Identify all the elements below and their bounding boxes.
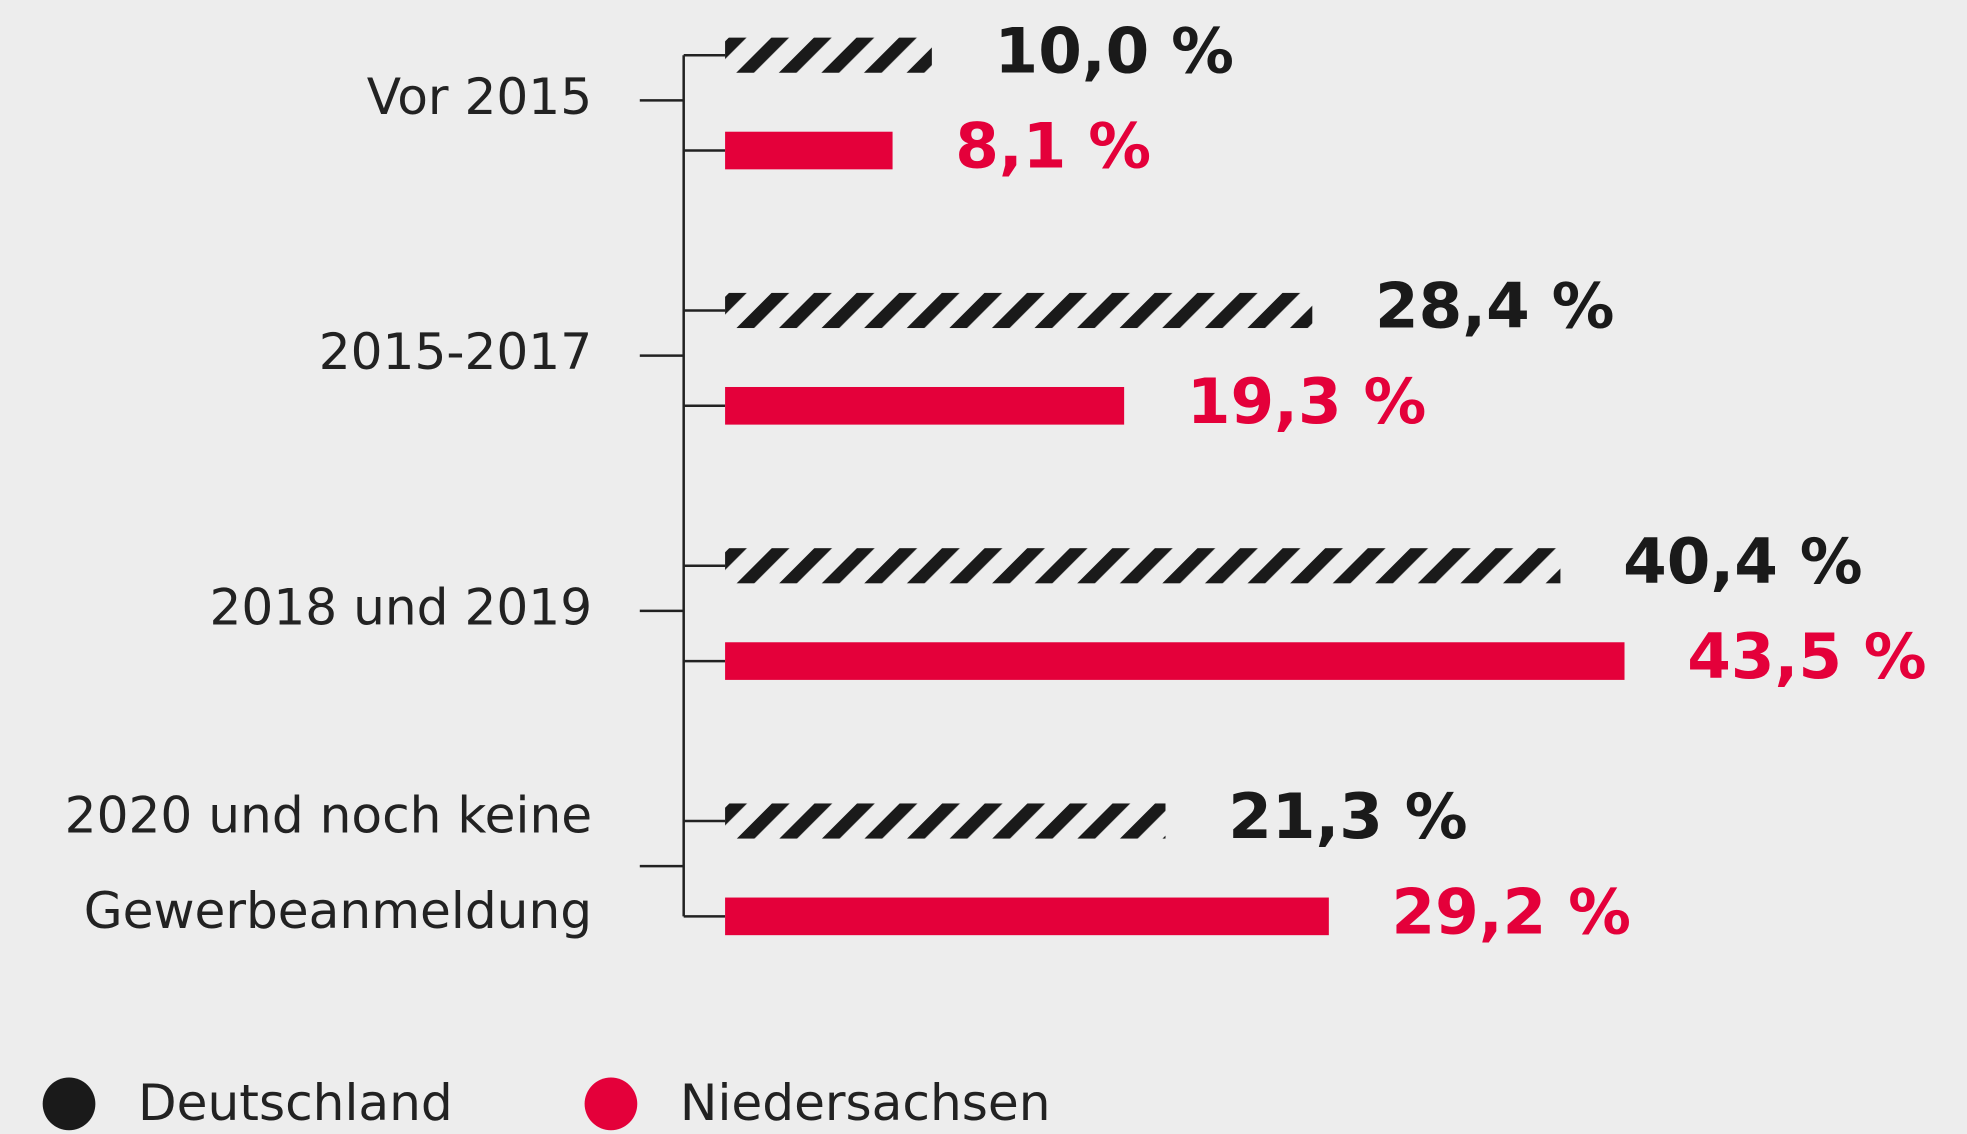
y-tick-label: 2020 und noch keine Gewerbeanmeldung [65, 785, 592, 939]
bar [725, 642, 1625, 680]
y-tick-label: Vor 2015 [367, 67, 592, 126]
bar [725, 37, 932, 73]
bar [725, 131, 893, 170]
bar [725, 292, 1313, 329]
legend-marker [42, 1077, 96, 1131]
value-label: 19,3 % [1187, 365, 1426, 438]
value-label: 21,3 % [1228, 780, 1467, 853]
value-label: 43,5 % [1687, 620, 1926, 693]
legend-label: Niedersachsen [680, 1073, 1051, 1132]
value-label: 29,2 % [1392, 875, 1631, 948]
bar [725, 803, 1166, 839]
value-label: 10,0 % [995, 14, 1234, 87]
legend-label: Deutschland [138, 1073, 453, 1132]
value-label: 40,4 % [1623, 525, 1862, 598]
value-label: 28,4 % [1375, 270, 1614, 343]
value-label: 8,1 % [955, 110, 1151, 183]
bar [725, 897, 1329, 936]
bar [725, 386, 1125, 425]
bar [725, 548, 1561, 584]
legend-marker [584, 1077, 638, 1131]
y-tick-label: 2018 und 2019 [210, 577, 593, 636]
y-tick-label: 2015-2017 [319, 322, 592, 381]
